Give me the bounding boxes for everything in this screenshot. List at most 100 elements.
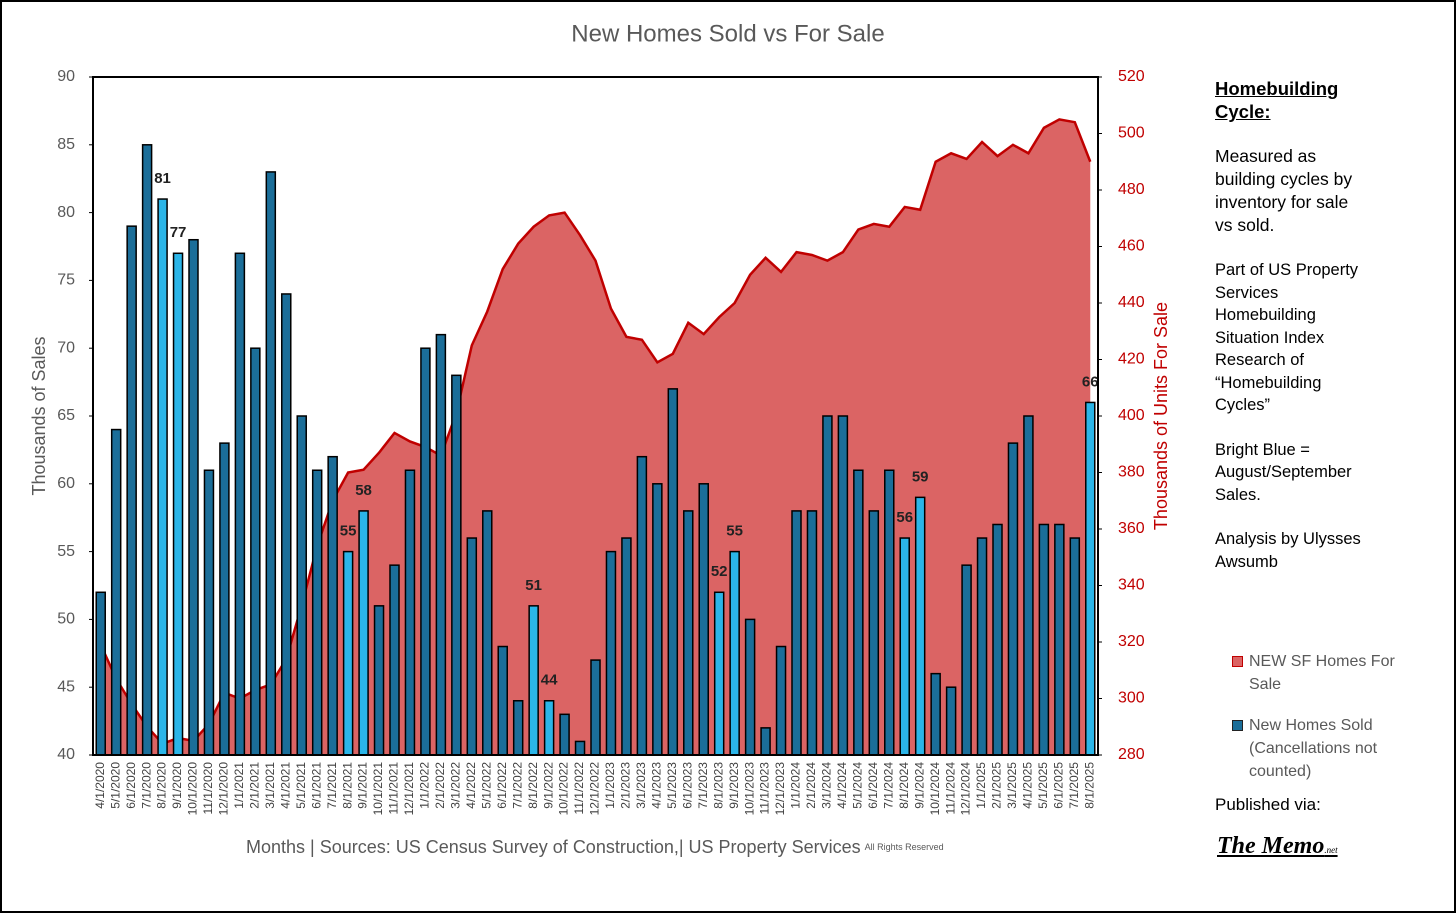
bar — [945, 686, 957, 756]
x-tick-label: 3/1/2024 — [820, 762, 834, 809]
bar — [652, 483, 663, 756]
bar — [451, 374, 462, 756]
bar — [559, 713, 570, 756]
bar — [574, 740, 586, 756]
legend-label: NEW SF Homes For Sale — [1249, 653, 1395, 693]
logo-suffix: .net — [1324, 845, 1338, 855]
bar — [729, 550, 740, 756]
x-axis-title-text: Months | Sources: US Census Survey of Co… — [246, 837, 861, 857]
x-tick-label: 10/1/2023 — [742, 762, 756, 816]
x-tick-label: 4/1/2022 — [464, 762, 478, 809]
y2-tick-label: 380 — [1118, 464, 1145, 481]
x-tick-label: 9/1/2020 — [170, 762, 184, 809]
bar — [512, 700, 524, 756]
y2-tick-label: 440 — [1118, 294, 1145, 311]
data-label: 44 — [541, 672, 558, 689]
bar — [822, 415, 833, 756]
x-tick-label: 7/1/2022 — [510, 762, 524, 809]
x-tick-label: 4/1/2023 — [650, 762, 664, 809]
x-tick-label: 5/1/2025 — [1036, 762, 1050, 809]
bar — [961, 564, 972, 756]
bar — [1069, 537, 1081, 756]
data-label: 77 — [170, 224, 187, 241]
y2-tick-label: 320 — [1118, 633, 1145, 650]
data-label: 51 — [525, 577, 542, 594]
x-tick-label: 9/1/2022 — [541, 762, 555, 809]
bar — [760, 727, 771, 756]
bar — [420, 347, 431, 756]
x-tick-label: 5/1/2024 — [851, 762, 865, 809]
bar — [342, 550, 354, 756]
logo: The Memo.net — [1217, 834, 1338, 862]
bar — [172, 252, 184, 756]
x-tick-label: 5/1/2023 — [665, 762, 679, 809]
y-axis-title: Thousands of Sales — [29, 336, 49, 495]
bar — [219, 442, 230, 756]
bar — [1085, 401, 1096, 756]
x-axis-title: Months | Sources: US Census Survey of Co… — [246, 837, 944, 857]
x-tick-label: 2/1/2024 — [804, 762, 818, 809]
y-tick-label: 75 — [57, 272, 75, 289]
bar — [404, 469, 416, 756]
x-tick-label: 3/1/2025 — [1005, 762, 1019, 809]
data-label: 52 — [711, 563, 728, 580]
x-tick-label: 9/1/2021 — [356, 762, 370, 809]
x-tick-label: 4/1/2025 — [1021, 762, 1035, 809]
y2-tick-label: 480 — [1118, 181, 1145, 198]
x-tick-label: 2/1/2021 — [248, 762, 262, 809]
bar — [497, 645, 508, 756]
chart-title: New Homes Sold vs For Sale — [571, 20, 884, 47]
x-tick-label: 11/1/2023 — [758, 762, 772, 815]
x-tick-label: 1/1/2022 — [418, 762, 432, 809]
sidebar-text: Measured as building cycles by inventory… — [1215, 146, 1353, 235]
x-tick-label: 5/1/2022 — [479, 762, 493, 809]
x-tick-label: 6/1/2025 — [1052, 762, 1066, 809]
legend-swatch — [1232, 720, 1243, 731]
sidebar-text: Part of US Property Services Homebuildin… — [1215, 261, 1359, 414]
bar — [698, 483, 709, 756]
y-tick-label: 60 — [57, 475, 75, 492]
bar — [1054, 523, 1065, 756]
x-tick-label: 11/1/2020 — [201, 762, 215, 815]
published-label: Published via: — [1215, 795, 1321, 814]
x-tick-label: 8/1/2024 — [897, 762, 911, 809]
x-tick-label: 10/1/2024 — [928, 762, 942, 816]
x-tick-label: 8/1/2020 — [155, 762, 169, 809]
x-tick-label: 10/1/2022 — [557, 762, 571, 816]
x-tick-label: 6/1/2021 — [309, 762, 323, 809]
x-tick-label: 12/1/2022 — [588, 762, 602, 816]
bar — [281, 293, 292, 756]
y2-tick-label: 520 — [1118, 68, 1145, 85]
bar — [976, 537, 988, 756]
bar — [884, 469, 895, 756]
y-tick-label: 45 — [57, 678, 75, 695]
y-tick-label: 50 — [57, 611, 75, 628]
sidebar-text: Bright Blue = August/September Sales. — [1215, 440, 1352, 504]
data-label: 55 — [726, 523, 743, 540]
x-tick-label: 4/1/2020 — [93, 762, 107, 809]
y-tick-label: 85 — [57, 136, 75, 153]
data-label: 55 — [340, 523, 357, 540]
x-tick-label: 8/1/2022 — [526, 762, 540, 809]
bar — [528, 605, 539, 756]
bar — [914, 496, 926, 756]
x-tick-label: 11/1/2022 — [572, 762, 586, 815]
plot-border — [92, 76, 1099, 756]
y2-tick-label: 300 — [1118, 690, 1145, 707]
x-tick-label: 8/1/2021 — [340, 762, 354, 809]
y-tick-label: 80 — [57, 204, 75, 221]
bar — [203, 469, 215, 756]
x-tick-label: 5/1/2020 — [108, 762, 122, 809]
x-tick-label: 7/1/2024 — [881, 762, 895, 809]
x-tick-label: 4/1/2021 — [278, 762, 292, 809]
bar — [296, 415, 307, 756]
bar — [868, 510, 880, 756]
x-tick-label: 1/1/2024 — [789, 762, 803, 809]
x-tick-label: 1/1/2021 — [232, 762, 246, 809]
bar — [621, 537, 632, 756]
bar — [713, 591, 725, 756]
sidebar: Homebuilding Cycle: Measured as building… — [1215, 77, 1365, 595]
sidebar-text: Analysis by Ulysses Awsumb — [1215, 530, 1361, 571]
